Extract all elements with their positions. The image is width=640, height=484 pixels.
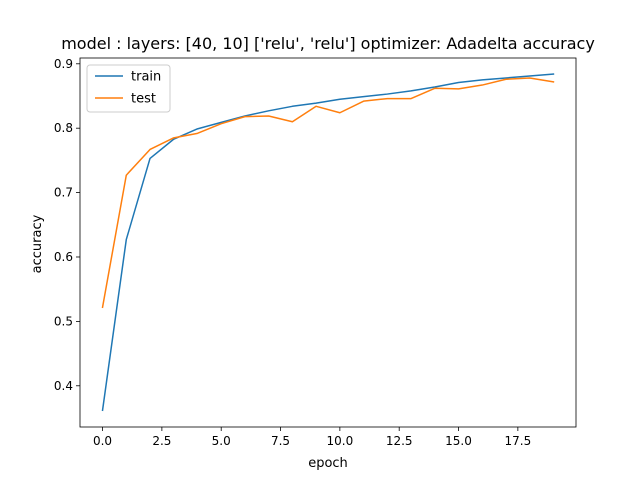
x-tick-label: 17.5	[504, 434, 531, 448]
y-tick-label: 0.6	[54, 250, 73, 264]
x-axis-label: epoch	[308, 456, 348, 471]
y-tick-label: 0.7	[54, 186, 73, 200]
axes-frame	[79, 57, 577, 428]
series-line-test	[101, 77, 555, 309]
y-tick-label: 0.4	[54, 379, 73, 393]
x-tick-label: 7.5	[271, 434, 290, 448]
x-tick-label: 2.5	[152, 434, 171, 448]
y-tick-label: 0.9	[54, 57, 73, 71]
y-tick-label: 0.8	[54, 121, 73, 135]
x-tick-label: 15.0	[445, 434, 472, 448]
y-axis-label: accuracy	[30, 214, 45, 273]
x-tick-label: 0.0	[93, 434, 112, 448]
chart-title: model : layers: [40, 10] ['relu', 'relu'…	[61, 34, 595, 53]
legend-label-test: test	[131, 92, 156, 107]
x-tick-label: 5.0	[212, 434, 231, 448]
x-tick-label: 10.0	[327, 434, 354, 448]
plot-area: 0.0 2.5 5.0 7.5 10.0 12.5 15.0 17.5 0.4 0.5 0.6 0.7…	[54, 57, 577, 448]
legend-label-train: train	[131, 70, 161, 85]
y-tick-label: 0.5	[54, 314, 73, 328]
x-tick-label: 12.5	[386, 434, 413, 448]
